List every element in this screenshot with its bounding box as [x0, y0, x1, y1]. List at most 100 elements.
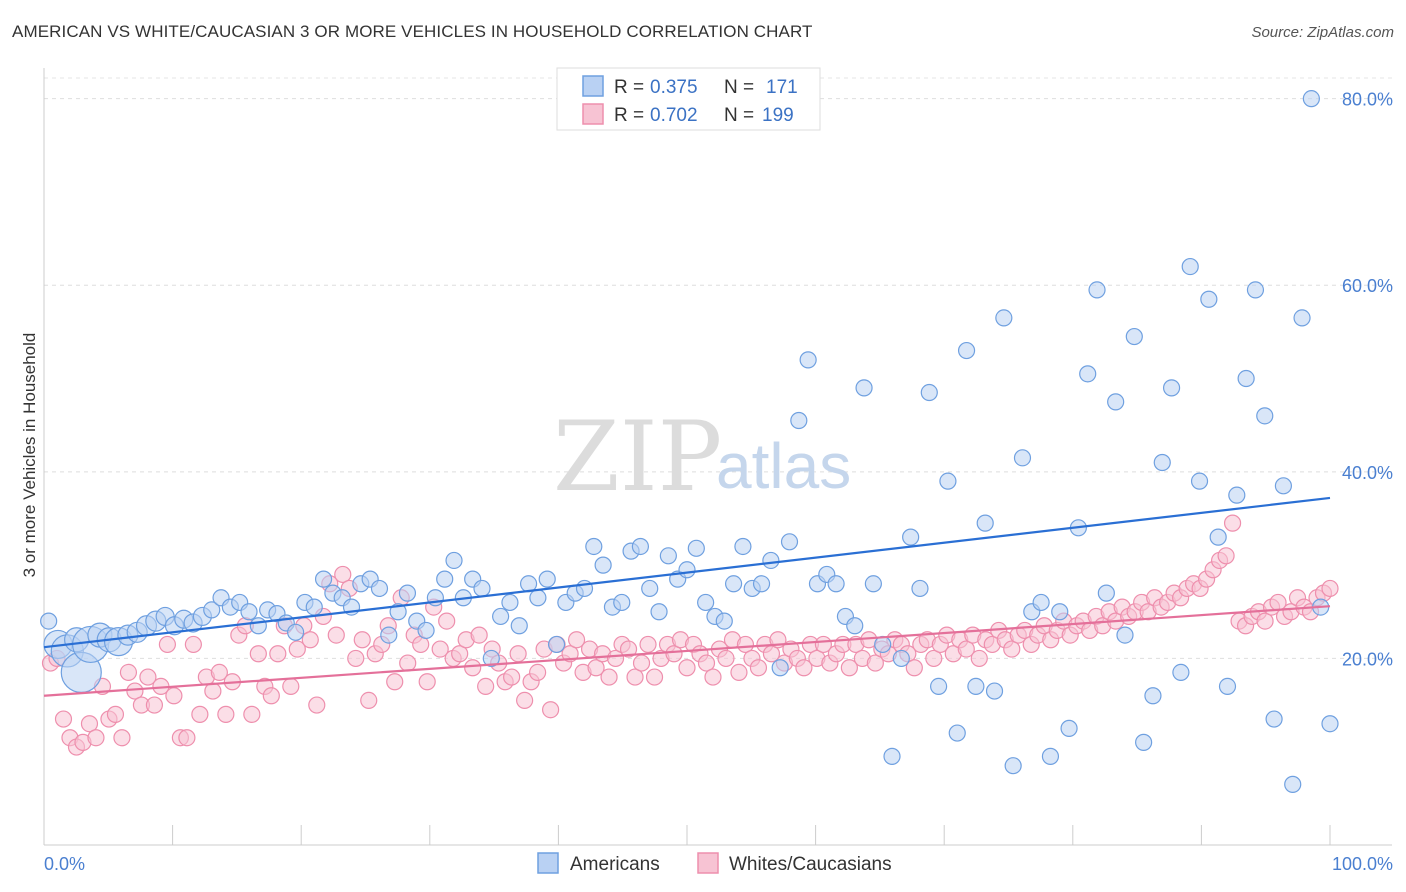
watermark-zip: ZIP — [553, 401, 722, 513]
legend-r-label-1: R = — [614, 77, 644, 98]
data-point — [957, 341, 976, 360]
data-point — [606, 649, 625, 668]
data-point — [1144, 687, 1162, 705]
data-point — [249, 645, 267, 663]
data-point — [957, 640, 975, 658]
data-point — [1209, 528, 1227, 546]
data-point — [939, 472, 957, 490]
data-point — [538, 570, 556, 588]
trend-line-americans — [43, 496, 1331, 649]
data-point — [1218, 677, 1237, 696]
legend-r-label-2: R = — [614, 105, 644, 126]
data-point — [678, 561, 696, 579]
data-point — [1003, 640, 1021, 658]
data-point — [594, 556, 612, 574]
data-point — [795, 659, 813, 677]
data-point — [451, 645, 469, 663]
data-point — [985, 682, 1004, 700]
data-point — [204, 682, 222, 700]
data-point — [398, 584, 417, 602]
data-point — [210, 663, 228, 682]
data-point — [697, 593, 715, 612]
data-point — [529, 589, 547, 607]
bottom-legend-swatch-whites — [697, 852, 719, 874]
data-point — [613, 593, 631, 612]
legend-n-label-1: N = — [724, 77, 754, 98]
data-point — [191, 705, 209, 723]
data-point — [717, 649, 735, 668]
data-point — [930, 677, 948, 696]
data-point — [418, 673, 436, 691]
data-point — [1107, 393, 1125, 411]
data-point — [80, 715, 99, 733]
data-point — [380, 626, 398, 644]
data-point — [1181, 257, 1199, 276]
data-point — [715, 612, 733, 630]
data-point — [1116, 626, 1134, 644]
data-point — [1004, 757, 1022, 775]
data-point — [106, 705, 125, 723]
data-point — [678, 659, 696, 677]
data-point — [639, 635, 657, 654]
data-point — [626, 668, 644, 686]
data-point — [282, 677, 300, 696]
data-point — [249, 617, 267, 635]
series-legend: Americans Whites/Caucasians — [537, 852, 892, 875]
data-point — [752, 575, 771, 593]
legend-n-value-1: 171 — [766, 77, 798, 98]
data-point — [119, 663, 138, 682]
data-point — [139, 668, 157, 686]
data-point — [905, 659, 923, 677]
data-point — [920, 383, 938, 402]
data-point — [874, 635, 892, 654]
data-point — [178, 729, 196, 747]
data-point — [1265, 710, 1283, 728]
data-point — [687, 539, 705, 557]
data-point — [262, 687, 280, 705]
data-point — [780, 533, 799, 551]
data-point — [1097, 584, 1115, 602]
data-point — [1190, 472, 1209, 490]
data-point — [243, 705, 261, 723]
legend-r-value-1: 0.375 — [650, 77, 698, 98]
data-point — [724, 575, 743, 593]
data-point — [970, 649, 988, 668]
data-point — [477, 677, 495, 696]
data-point — [771, 659, 789, 677]
data-point — [665, 645, 683, 663]
data-point — [1032, 593, 1050, 612]
x-tick-labels: 0.0% 100.0% — [44, 854, 1393, 874]
bottom-legend-whites: Whites/Caucasians — [729, 854, 892, 875]
y-tick-label: 80.0% — [1342, 90, 1393, 110]
x-tick-label-min: 0.0% — [44, 854, 85, 874]
data-point — [995, 309, 1013, 327]
bottom-legend-swatch-americans — [537, 852, 559, 874]
data-point — [762, 551, 780, 570]
data-point — [1125, 327, 1143, 346]
data-point — [1013, 449, 1032, 467]
data-point — [431, 640, 449, 658]
data-point — [470, 626, 488, 644]
data-point — [567, 631, 586, 649]
data-point — [436, 570, 454, 588]
data-point — [855, 379, 873, 397]
data-point — [547, 635, 566, 654]
data-point — [632, 654, 651, 672]
data-point — [399, 654, 417, 672]
bottom-legend-americans: Americans — [570, 854, 660, 875]
watermark-atlas: atlas — [716, 430, 851, 502]
data-point — [113, 729, 131, 747]
data-point — [1302, 90, 1320, 108]
data-point — [697, 654, 716, 672]
data-point — [305, 598, 323, 616]
data-point — [619, 640, 638, 658]
y-axis-label: 3 or more Vehicles in Household — [20, 333, 39, 578]
data-point — [1274, 477, 1293, 495]
data-point — [846, 617, 864, 635]
x-tick-label-max: 100.0% — [1332, 854, 1393, 874]
data-point — [301, 631, 319, 649]
data-point — [417, 621, 435, 640]
grid-lines — [44, 77, 1392, 659]
data-point — [1223, 514, 1242, 532]
data-point — [370, 579, 389, 598]
